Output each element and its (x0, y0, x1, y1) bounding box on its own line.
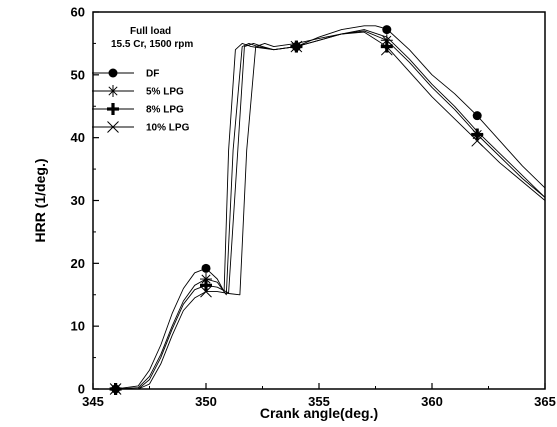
data-point-8pct-lpg (200, 279, 212, 292)
legend-label: 10% LPG (146, 123, 190, 134)
data-point-10pct-lpg (380, 43, 393, 56)
y-axis-label: HRR (1/deg.) (32, 159, 48, 243)
data-point-df (201, 263, 211, 273)
tick-marks (92, 11, 546, 390)
x-tick-label: 345 (82, 394, 104, 409)
legend: DF 5% LPG 8% LPG 10% LPG (92, 68, 190, 134)
legend-label: 8% LPG (146, 105, 184, 116)
legend-item-df: DF (92, 68, 159, 80)
tick-labels: 345 350 355 360 365 0 10 20 30 40 50 60 (71, 5, 556, 410)
series-line-8pct-lpg (115, 30, 546, 390)
x-tick-label: 350 (195, 394, 217, 409)
legend-marker-8pct-lpg (107, 103, 119, 115)
legend-marker-5pct-lpg (107, 85, 119, 97)
y-tick-label: 10 (71, 319, 85, 334)
legend-item-8pct-lpg: 8% LPG (92, 103, 184, 116)
x-tick-label: 365 (534, 394, 556, 409)
plot-frame (92, 11, 546, 390)
y-tick-label: 60 (71, 5, 85, 20)
series-line-10pct-lpg (115, 31, 546, 390)
legend-label: 5% LPG (146, 87, 184, 98)
annotation-load: Full load (130, 26, 171, 37)
data-point-10pct-lpg (290, 40, 303, 53)
series-markers (109, 25, 484, 395)
series-lines (115, 25, 546, 390)
data-point-10pct-lpg (200, 285, 212, 298)
axes (92, 11, 546, 390)
y-tick-label: 40 (71, 130, 85, 145)
series-line-5pct-lpg (115, 29, 546, 390)
series-line-df (115, 25, 546, 390)
annotation-conditions: 15.5 Cr, 1500 rpm (111, 39, 193, 50)
x-tick-label: 360 (421, 394, 443, 409)
y-tick-label: 50 (71, 67, 85, 82)
data-point-df (472, 111, 482, 121)
legend-marker-10pct-lpg (107, 121, 119, 133)
x-tick-label: 355 (308, 394, 330, 409)
legend-marker-df (108, 68, 118, 78)
legend-item-10pct-lpg: 10% LPG (92, 121, 190, 134)
x-axis-label: Crank angle(deg.) (260, 405, 378, 421)
data-point-8pct-lpg (471, 128, 484, 141)
y-tick-label: 30 (71, 193, 85, 208)
legend-item-5pct-lpg: 5% LPG (92, 85, 184, 98)
data-point-10pct-lpg (471, 134, 484, 147)
data-point-df (382, 25, 392, 35)
data-point-8pct-lpg (380, 40, 393, 53)
y-tick-label: 20 (71, 256, 85, 271)
y-tick-label: 0 (78, 382, 85, 397)
legend-label: DF (146, 69, 159, 80)
